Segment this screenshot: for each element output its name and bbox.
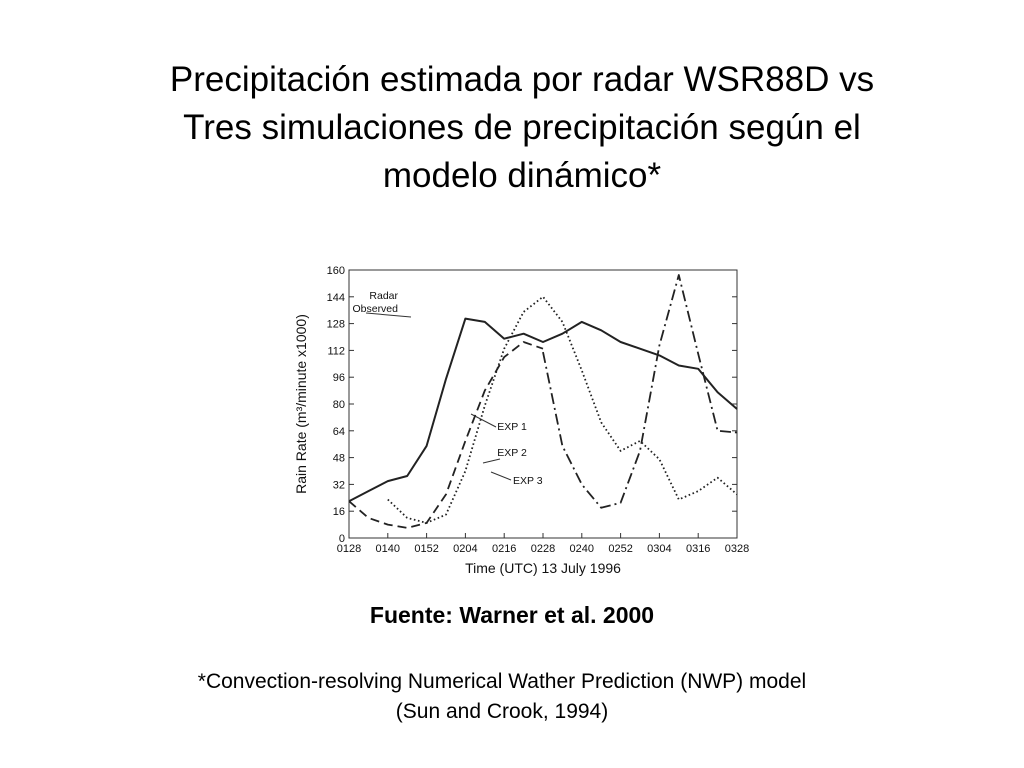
y-tick-label: 64	[333, 426, 345, 438]
series-line-exp-2	[387, 295, 738, 524]
x-tick-label: 0240	[570, 543, 594, 555]
series-line-exp-3	[542, 274, 738, 509]
y-tick-label: 128	[327, 319, 345, 331]
rain-rate-chart: 0 16 32 48 64 80 96 112 128 144 160 0128 0140 0152 020…	[286, 256, 758, 582]
x-tick-label: 0140	[376, 543, 400, 555]
y-tick-label: 160	[327, 265, 345, 277]
footnote-line-1: *Convection-resolving Numerical Wather P…	[197, 670, 807, 693]
footnote: *Convection-resolving Numerical Wather P…	[92, 667, 912, 727]
y-axis-label: Rain Rate (m³/minute x1000)	[293, 314, 309, 494]
footnote-line-2: (Sun and Crook, 1994)	[395, 700, 609, 723]
annotation-label: Radar	[369, 290, 398, 302]
x-tick-label: 0152	[414, 543, 438, 555]
y-tick-label: 96	[333, 372, 345, 384]
title-line-2: Tres simulaciones de precipitación según…	[183, 108, 861, 147]
annotation-label: EXP 2	[497, 447, 527, 459]
annotation-label: EXP 3	[513, 475, 543, 487]
x-axis-label: Time (UTC) 13 July 1996	[465, 560, 621, 576]
x-tick-label: 0328	[725, 543, 749, 555]
series-line-radar-observed	[348, 317, 738, 503]
x-tick-label: 0304	[647, 543, 671, 555]
y-tick-label: 112	[327, 345, 345, 357]
x-tick-label: 0128	[337, 543, 361, 555]
x-tick-label: 0216	[492, 543, 516, 555]
x-tick-label: 0316	[686, 543, 710, 555]
annotation-label: Observed	[352, 303, 398, 315]
y-tick-label: 16	[333, 506, 345, 518]
y-tick-label: 32	[333, 479, 345, 491]
annotation-leader	[470, 413, 497, 428]
title-line-1: Precipitación estimada por radar WSR88D …	[169, 60, 875, 99]
series-line-exp-1	[348, 341, 544, 529]
chart-svg: 0 16 32 48 64 80 96 112 128 144 160 0128 0140 0152 020…	[293, 265, 749, 576]
annotation-leader	[490, 471, 512, 481]
annotation-leader	[365, 312, 412, 318]
slide-title: Precipitación estimada por radar WSR88D …	[112, 56, 932, 200]
y-tick-label: 80	[333, 399, 345, 411]
y-tick-label: 0	[339, 533, 345, 545]
annotation-leader	[482, 458, 501, 464]
x-tick-label: 0228	[531, 543, 555, 555]
title-line-3: modelo dinámico*	[382, 156, 662, 195]
x-tick-label: 0252	[608, 543, 632, 555]
x-tick-label: 0204	[453, 543, 477, 555]
y-tick-label: 144	[327, 292, 345, 304]
source-caption: Fuente: Warner et al. 2000	[369, 602, 655, 628]
y-tick-label: 48	[333, 453, 345, 465]
annotation-label: EXP 1	[497, 421, 527, 433]
